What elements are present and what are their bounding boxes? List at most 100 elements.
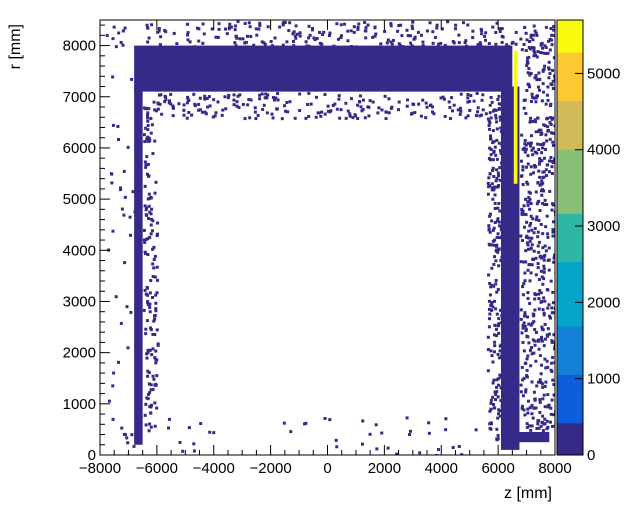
hit-cell — [145, 172, 149, 176]
hit-cell — [497, 264, 501, 268]
hit-cell — [536, 292, 540, 296]
hit-cell — [269, 39, 273, 43]
y-axis: 0 1000 2000 3000 4000 5000 6000 7000 8000 — [63, 24, 110, 464]
hit-cell — [533, 328, 537, 332]
hit-cell — [488, 146, 492, 150]
hit-cell — [304, 40, 308, 44]
hit-cell — [546, 365, 550, 369]
hit-cell — [527, 67, 531, 71]
hit-cell — [126, 346, 130, 350]
hit-cell — [552, 340, 555, 344]
hit-cell — [529, 221, 533, 225]
hit-cell — [264, 96, 268, 100]
hit-cell — [344, 116, 348, 120]
hit-cell — [109, 172, 113, 176]
y-axis-title: r [mm] — [7, 24, 24, 69]
hit-cell — [410, 44, 414, 48]
hit-cell — [493, 390, 497, 394]
hit-cell — [344, 101, 348, 105]
hit-cell — [536, 422, 540, 426]
hit-cell — [241, 102, 245, 106]
hit-cell — [154, 307, 158, 311]
hit-cell — [119, 186, 123, 190]
hit-cell — [421, 40, 425, 44]
hit-cell — [493, 238, 497, 242]
hit-cell — [193, 102, 197, 106]
hit-cell — [460, 453, 464, 455]
hit-cell — [496, 383, 500, 387]
hit-cell — [431, 110, 435, 114]
hit-cell — [353, 113, 357, 117]
hit-cell — [466, 114, 470, 118]
hit-cell — [493, 340, 497, 344]
hit-cell — [487, 224, 491, 228]
hit-cell — [167, 101, 171, 105]
hit-cell — [192, 449, 196, 453]
hit-cell — [493, 193, 497, 197]
hit-cell — [500, 259, 504, 263]
hit-cell — [208, 104, 212, 108]
hit-cell — [360, 442, 364, 446]
hit-cell — [461, 21, 465, 25]
hit-cell — [232, 103, 236, 107]
hit-cell — [550, 398, 554, 402]
hit-cell — [495, 120, 499, 124]
hit-cell — [551, 79, 555, 83]
hit-cell — [489, 427, 493, 431]
hit-cell — [480, 98, 484, 102]
hit-cell — [273, 98, 277, 102]
hit-cell — [463, 41, 467, 45]
hit-cell — [497, 174, 501, 178]
hit-cell — [526, 411, 530, 415]
hit-cell — [356, 26, 360, 30]
colorbar-segment — [557, 116, 583, 134]
colorbar-segment — [557, 293, 583, 311]
hit-cell — [410, 24, 414, 28]
hit-cell — [143, 413, 147, 417]
hit-cell — [307, 91, 311, 95]
hit-cell — [111, 229, 115, 233]
hit-cell — [520, 133, 524, 137]
hit-cell — [147, 392, 151, 396]
hit-cell — [114, 45, 118, 49]
hit-cell — [514, 42, 518, 46]
hit-cell — [317, 111, 321, 115]
hit-cell — [366, 23, 370, 27]
hit-cell — [541, 246, 545, 250]
hit-cell — [409, 429, 413, 433]
hit-cell — [548, 420, 552, 424]
hit-cell — [525, 89, 529, 93]
hit-cell — [155, 265, 159, 269]
hit-cell — [541, 429, 545, 433]
hit-cell — [156, 343, 160, 347]
hit-cell — [526, 247, 530, 251]
hit-cell — [549, 406, 553, 410]
hit-cell — [552, 413, 555, 417]
hit-cell — [152, 245, 156, 249]
x-tick-label: −6000 — [136, 460, 178, 477]
hit-cell — [391, 38, 395, 42]
hit-cell — [498, 224, 502, 228]
hit-cell — [197, 108, 201, 112]
hit-cell — [208, 430, 212, 434]
hit-cell — [536, 116, 540, 120]
hit-cell — [153, 191, 157, 195]
hit-cell — [410, 111, 414, 115]
hit-cell — [549, 316, 553, 320]
hit-cell — [525, 38, 529, 42]
hit-cell — [201, 41, 205, 45]
hit-cell — [145, 213, 149, 217]
hit-cell — [112, 25, 116, 29]
hit-cell — [533, 150, 537, 154]
hit-cell — [441, 95, 445, 99]
hit-cell — [413, 111, 417, 115]
hit-cell — [236, 94, 240, 98]
hit-cell — [493, 344, 497, 348]
hit-cell — [539, 222, 543, 226]
hit-cell — [223, 27, 227, 31]
hit-cell — [541, 51, 545, 55]
hit-cell — [490, 354, 494, 358]
hit-cell — [238, 93, 242, 97]
hit-cell — [458, 106, 462, 110]
hit-cell — [182, 113, 186, 117]
